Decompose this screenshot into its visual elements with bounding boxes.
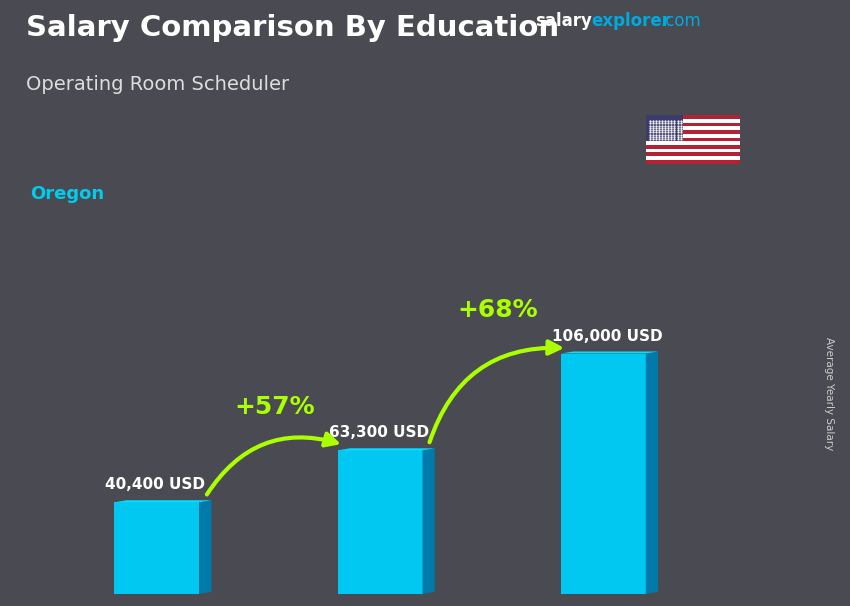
Text: +68%: +68% [457,298,538,322]
Bar [646,138,740,141]
Polygon shape [561,351,658,353]
Text: Average Yearly Salary: Average Yearly Salary [824,338,834,450]
Text: .com: .com [660,12,701,30]
Text: 40,400 USD: 40,400 USD [105,478,206,492]
Text: 106,000 USD: 106,000 USD [552,328,663,344]
Polygon shape [115,500,212,502]
Bar [646,145,740,148]
Text: Operating Room Scheduler: Operating Room Scheduler [26,75,289,94]
Bar [646,156,740,160]
Text: +57%: +57% [235,395,314,419]
Bar [646,122,740,126]
Bar [646,126,740,130]
FancyArrowPatch shape [429,341,559,442]
Text: Salary Comparison By Education: Salary Comparison By Education [26,13,558,42]
Polygon shape [422,448,435,594]
Polygon shape [561,353,646,594]
Bar [646,134,740,138]
Bar [646,119,740,122]
FancyArrowPatch shape [207,434,337,494]
Text: Oregon: Oregon [30,185,104,202]
Text: salary: salary [536,12,592,30]
Text: 63,300 USD: 63,300 USD [329,425,429,441]
Bar [646,115,683,141]
Polygon shape [646,351,658,594]
Bar [646,115,740,119]
Polygon shape [337,448,435,450]
Polygon shape [115,502,199,594]
Polygon shape [337,450,422,594]
Bar [646,130,740,134]
Bar [646,160,740,164]
Text: explorer: explorer [591,12,670,30]
Bar [646,153,740,156]
Polygon shape [199,500,212,594]
Bar [646,141,740,145]
Bar [646,148,740,153]
